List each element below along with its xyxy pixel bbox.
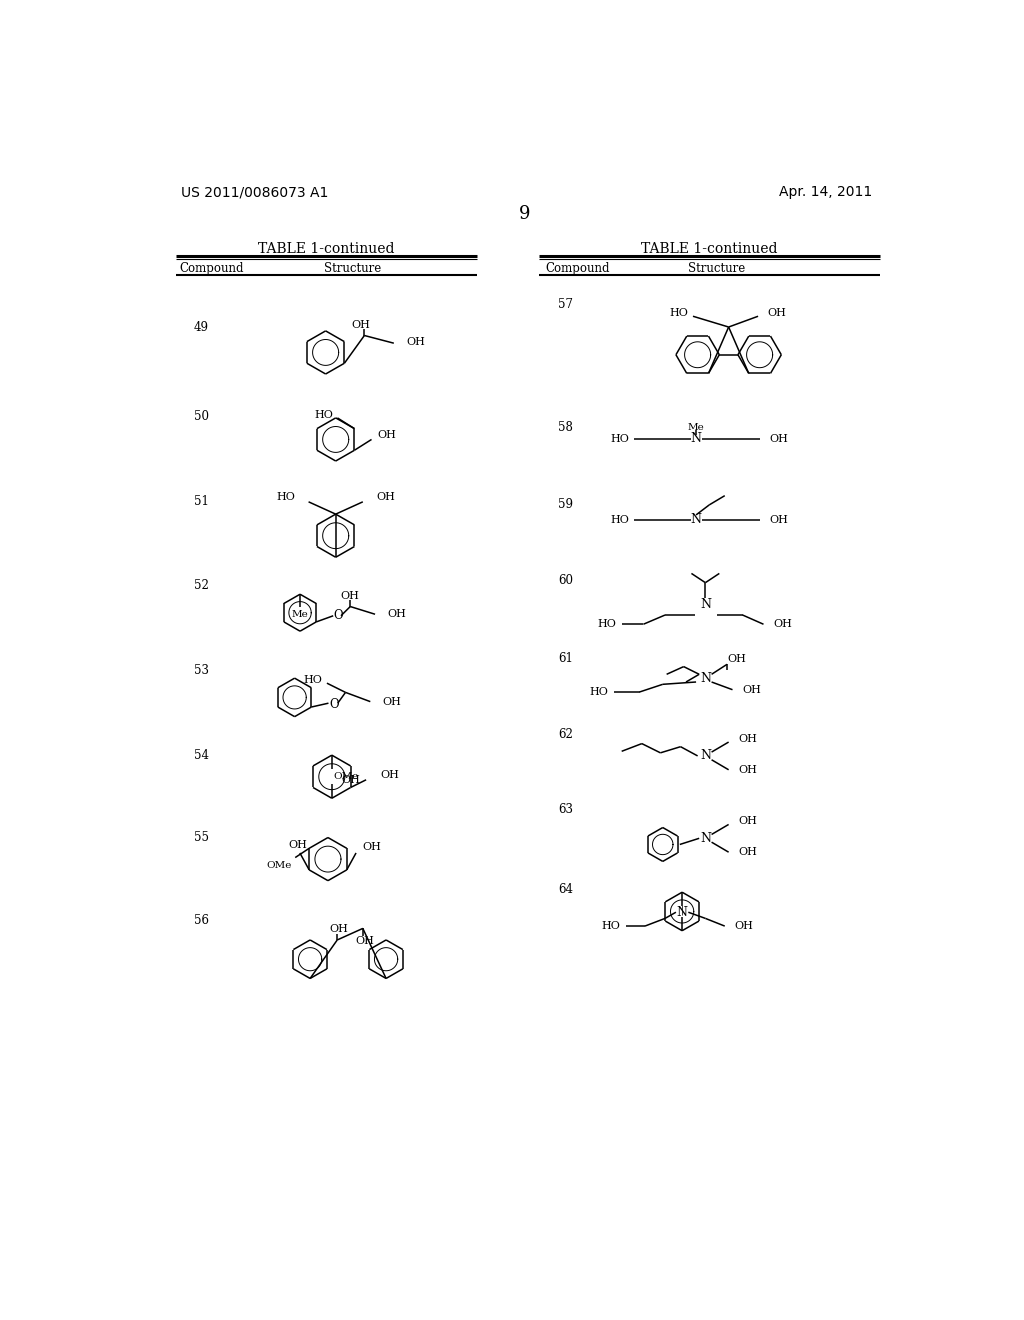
Text: OH: OH [383,697,401,706]
Text: N: N [690,432,701,445]
Text: TABLE 1-continued: TABLE 1-continued [641,243,777,256]
Text: OH: OH [738,734,757,744]
Text: |: | [681,906,684,916]
Text: OH: OH [773,619,793,630]
Text: N: N [699,750,711,763]
Text: OH: OH [727,653,745,664]
Text: N: N [677,906,688,919]
Text: Me: Me [292,610,308,619]
Text: OH: OH [387,610,407,619]
Text: OH: OH [352,319,371,330]
Text: OH: OH [742,685,762,694]
Text: HO: HO [590,686,608,697]
Text: Apr. 14, 2011: Apr. 14, 2011 [778,185,872,199]
Text: Me: Me [688,422,705,432]
Text: 62: 62 [558,727,573,741]
Text: OH: OH [769,434,787,445]
Text: 53: 53 [195,664,209,677]
Text: N: N [690,513,701,527]
Text: HO: HO [597,619,616,630]
Text: 64: 64 [558,883,573,896]
Text: OH: OH [376,492,395,502]
Text: 52: 52 [195,579,209,593]
Text: O: O [334,610,343,622]
Text: 55: 55 [195,832,209,843]
Text: OH: OH [407,337,425,347]
Text: OH: OH [767,308,786,318]
Text: N: N [699,672,711,685]
Text: OH: OH [341,775,360,785]
Text: HO: HO [670,308,688,318]
Text: 58: 58 [558,421,573,434]
Text: OH: OH [738,816,757,826]
Text: 60: 60 [558,574,573,587]
Text: N: N [699,832,711,845]
Text: HO: HO [276,492,295,502]
Text: 61: 61 [558,652,573,665]
Text: OMe: OMe [266,861,292,870]
Text: 57: 57 [558,298,573,312]
Text: OH: OH [341,591,359,601]
Text: HO: HO [303,675,323,685]
Text: 59: 59 [558,499,573,511]
Text: 63: 63 [558,803,573,816]
Text: 50: 50 [195,409,209,422]
Text: 56: 56 [195,915,209,927]
Text: OMe: OMe [334,772,358,781]
Text: OH: OH [380,770,399,780]
Text: OH: OH [769,515,787,525]
Text: 49: 49 [195,321,209,334]
Text: TABLE 1-continued: TABLE 1-continued [258,243,394,256]
Text: OH: OH [378,430,396,440]
Text: 51: 51 [195,495,209,508]
Text: OH: OH [738,847,757,857]
Text: OH: OH [289,841,308,850]
Text: 54: 54 [195,748,209,762]
Text: OH: OH [330,924,348,935]
Text: HO: HO [610,515,630,525]
Text: Compound: Compound [179,261,244,275]
Text: 9: 9 [519,205,530,223]
Text: N: N [699,598,711,611]
Text: Structure: Structure [325,261,381,275]
Text: US 2011/0086073 A1: US 2011/0086073 A1 [180,185,328,199]
Text: HO: HO [601,921,621,931]
Text: OH: OH [738,764,757,775]
Text: OH: OH [735,921,754,931]
Text: Structure: Structure [688,261,745,275]
Text: O: O [330,698,340,711]
Text: OH: OH [355,936,374,945]
Text: HO: HO [314,409,333,420]
Text: HO: HO [610,434,630,445]
Text: OH: OH [362,842,381,851]
Text: Compound: Compound [545,261,609,275]
